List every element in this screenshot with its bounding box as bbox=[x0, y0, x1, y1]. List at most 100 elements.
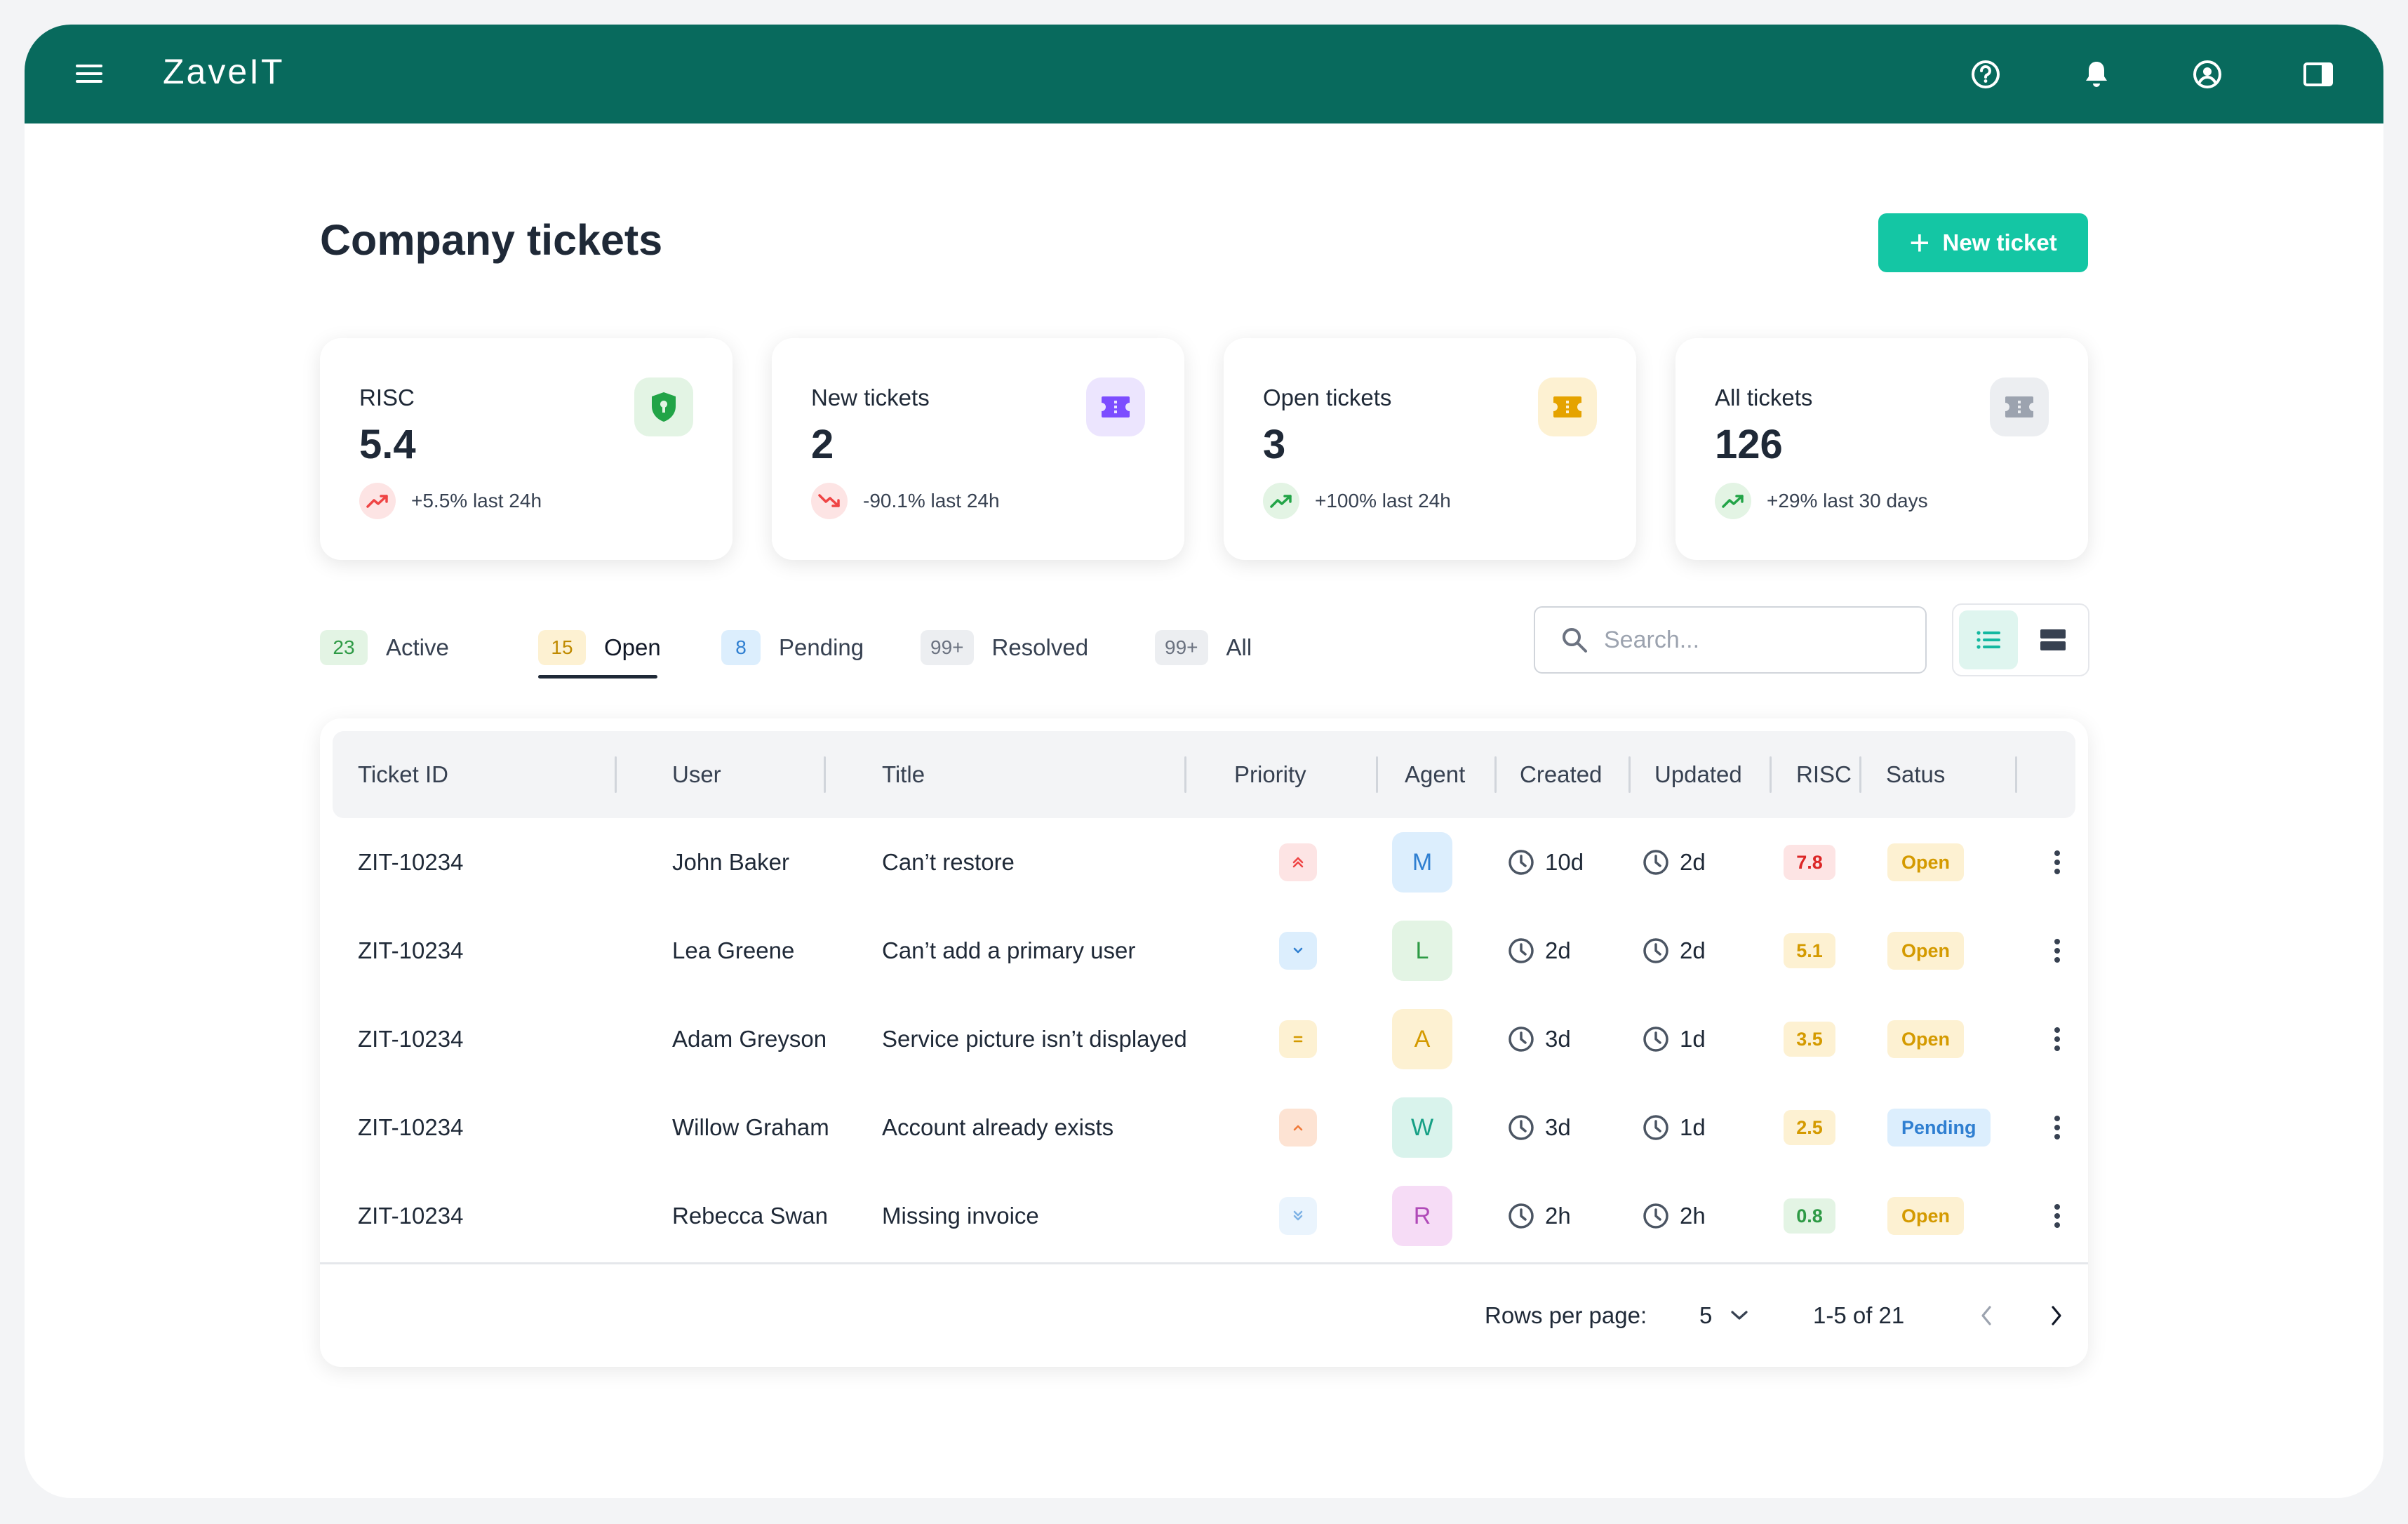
stat-card-label: Open tickets bbox=[1263, 385, 1392, 410]
table-row[interactable]: ZIT-10234 Adam Greyson Service picture i… bbox=[320, 995, 2088, 1083]
column-header[interactable]: Ticket ID bbox=[358, 761, 448, 787]
ticket-user: Adam Greyson bbox=[672, 1026, 827, 1052]
column-header[interactable]: RISC bbox=[1796, 761, 1852, 787]
ticket-user: Lea Greene bbox=[672, 937, 795, 963]
agent-avatar[interactable]: L bbox=[1392, 921, 1452, 981]
search-box[interactable] bbox=[1534, 606, 1927, 674]
stat-card-value: 5.4 bbox=[359, 422, 416, 467]
created-cell: 3d bbox=[1507, 1083, 1571, 1172]
tab-count: 99+ bbox=[1155, 630, 1208, 665]
agent-avatar[interactable]: M bbox=[1392, 832, 1452, 893]
risc-cell: 3.5 bbox=[1784, 995, 1835, 1083]
agent-avatar[interactable]: A bbox=[1392, 1009, 1452, 1069]
status-badge: Pending bbox=[1887, 1109, 1991, 1147]
column-header[interactable]: Created bbox=[1520, 761, 1603, 787]
app-logo: ZaveIT bbox=[163, 52, 285, 91]
column-header[interactable]: Satus bbox=[1886, 761, 1946, 787]
more-vertical-icon[interactable] bbox=[2043, 1195, 2071, 1237]
ticket-icon bbox=[1990, 377, 2049, 436]
column-divider[interactable] bbox=[1628, 756, 1631, 793]
column-divider[interactable] bbox=[1184, 756, 1186, 793]
column-divider[interactable] bbox=[1376, 756, 1378, 793]
new-ticket-button[interactable]: + New ticket bbox=[1878, 213, 2088, 272]
ticket-title: Service picture isn’t displayed bbox=[882, 1026, 1187, 1052]
prev-page-button[interactable] bbox=[1980, 1264, 1993, 1367]
table-row[interactable]: ZIT-10234 Willow Graham Account already … bbox=[320, 1083, 2088, 1172]
column-header[interactable]: User bbox=[672, 761, 721, 787]
updated-value: 2d bbox=[1680, 937, 1706, 963]
rows-per-page-select[interactable]: 5 bbox=[1699, 1264, 1748, 1367]
card-view-button[interactable] bbox=[2024, 610, 2082, 669]
agent-cell: W bbox=[1392, 1083, 1452, 1172]
trend-text: +5.5% last 24h bbox=[411, 490, 542, 512]
hamburger-menu-icon[interactable] bbox=[69, 54, 109, 93]
list-view-button[interactable] bbox=[1959, 610, 2018, 669]
column-header[interactable]: Priority bbox=[1234, 761, 1306, 787]
risc-badge: 5.1 bbox=[1784, 933, 1835, 968]
updated-cell: 2d bbox=[1642, 818, 1706, 907]
ticket-id: ZIT-10234 bbox=[358, 849, 464, 875]
row-actions bbox=[2043, 1172, 2071, 1260]
ticket-title: Can’t add a primary user bbox=[882, 937, 1136, 963]
more-vertical-icon[interactable] bbox=[2043, 1018, 2071, 1060]
agent-cell: A bbox=[1392, 995, 1452, 1083]
priority-medium-icon bbox=[1279, 1020, 1317, 1058]
column-divider[interactable] bbox=[1859, 756, 1861, 793]
tab-count: 15 bbox=[538, 630, 586, 665]
ticket-user: Rebecca Swan bbox=[672, 1203, 828, 1229]
clock-icon bbox=[1509, 938, 1534, 963]
risc-cell: 0.8 bbox=[1784, 1172, 1835, 1260]
tab-resolved[interactable]: 99+ Resolved bbox=[921, 615, 1088, 681]
column-header[interactable]: Updated bbox=[1654, 761, 1742, 787]
clock-icon bbox=[1643, 938, 1668, 963]
ticket-id: ZIT-10234 bbox=[358, 1114, 464, 1140]
ticket-title: Account already exists bbox=[882, 1114, 1114, 1140]
risc-badge: 3.5 bbox=[1784, 1022, 1835, 1057]
ticket-title: Can’t restore bbox=[882, 849, 1015, 875]
stat-card-trend: -90.1% last 24h bbox=[811, 483, 1000, 519]
help-icon[interactable] bbox=[1961, 50, 2010, 99]
column-divider[interactable] bbox=[1494, 756, 1497, 793]
trend-up-icon bbox=[359, 483, 396, 519]
column-divider[interactable] bbox=[615, 756, 617, 793]
agent-avatar[interactable]: W bbox=[1392, 1097, 1452, 1158]
risc-badge: 7.8 bbox=[1784, 845, 1835, 880]
column-divider[interactable] bbox=[1770, 756, 1772, 793]
tab-label: Active bbox=[386, 634, 449, 660]
tab-open[interactable]: 15 Open bbox=[538, 615, 661, 681]
priority-cell bbox=[1279, 1083, 1317, 1172]
risc-badge: 0.8 bbox=[1784, 1198, 1835, 1234]
priority-cell bbox=[1279, 995, 1317, 1083]
more-vertical-icon[interactable] bbox=[2043, 1107, 2071, 1149]
agent-avatar[interactable]: R bbox=[1392, 1186, 1452, 1246]
user-circle-icon[interactable] bbox=[2183, 50, 2232, 99]
column-header[interactable]: Title bbox=[882, 761, 925, 787]
sidebar-panel-icon[interactable] bbox=[2294, 50, 2343, 99]
more-vertical-icon[interactable] bbox=[2043, 841, 2071, 883]
status-cell: Pending bbox=[1887, 1083, 1991, 1172]
stat-card-trend: +100% last 24h bbox=[1263, 483, 1451, 519]
table-row[interactable]: ZIT-10234 John Baker Can’t restore M 10d bbox=[320, 818, 2088, 907]
table-divider bbox=[320, 1262, 2088, 1264]
stat-card-all-tickets: All tickets 126 +29% last 30 days bbox=[1675, 338, 2088, 560]
ticket-id: ZIT-10234 bbox=[358, 1026, 464, 1052]
risc-cell: 7.8 bbox=[1784, 818, 1835, 907]
tab-pending[interactable]: 8 Pending bbox=[721, 615, 864, 681]
tab-all[interactable]: 99+ All bbox=[1155, 615, 1252, 681]
bell-icon[interactable] bbox=[2072, 50, 2121, 99]
search-input[interactable] bbox=[1604, 626, 1913, 654]
table-row[interactable]: ZIT-10234 Rebecca Swan Missing invoice R… bbox=[320, 1172, 2088, 1260]
created-value: 3d bbox=[1545, 1026, 1571, 1052]
stat-card-new-tickets: New tickets 2 -90.1% last 24h bbox=[772, 338, 1184, 560]
table-row[interactable]: ZIT-10234 Lea Greene Can’t add a primary… bbox=[320, 907, 2088, 995]
column-divider[interactable] bbox=[2015, 756, 2017, 793]
column-header[interactable]: Agent bbox=[1405, 761, 1466, 787]
priority-cell bbox=[1279, 907, 1317, 995]
view-toggle bbox=[1952, 603, 2089, 676]
column-divider[interactable] bbox=[824, 756, 826, 793]
more-vertical-icon[interactable] bbox=[2043, 930, 2071, 972]
next-page-button[interactable] bbox=[2050, 1264, 2063, 1367]
tab-active[interactable]: 23 Active bbox=[320, 615, 449, 681]
trend-up-icon bbox=[1263, 483, 1299, 519]
updated-value: 2d bbox=[1680, 849, 1706, 875]
